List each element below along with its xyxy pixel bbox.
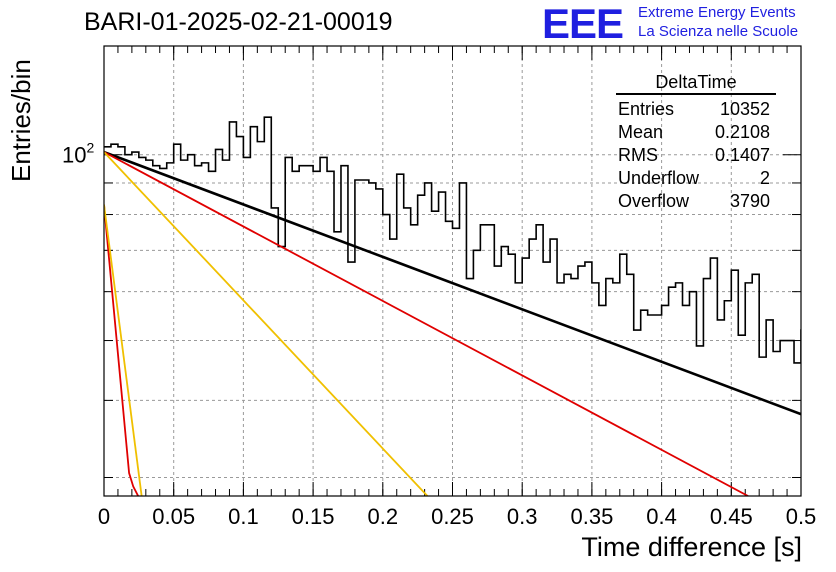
- brand-line-1: Extreme Energy Events: [638, 4, 796, 21]
- fit-curve: [104, 150, 801, 416]
- x-tick-label: 0.05: [152, 504, 195, 529]
- stats-row-overflow: Overflow 3790: [610, 190, 776, 213]
- stats-row-mean: Mean 0.2108: [610, 121, 776, 144]
- stats-row-underflow: Underflow 2: [610, 167, 776, 190]
- stats-value: 2: [759, 168, 770, 188]
- fit-curve: [104, 204, 143, 496]
- eee-logo: EEE: [542, 0, 624, 47]
- x-tick-label: 0.15: [292, 504, 335, 529]
- y-axis-label: Entries/bin: [6, 59, 36, 182]
- fit-curve: [104, 151, 429, 496]
- stats-value: 0.2108: [714, 122, 770, 142]
- fit-curve: [104, 151, 749, 496]
- x-tick-label: 0.2: [368, 504, 399, 529]
- brand-text: Extreme Energy Events La Scienza nelle S…: [638, 3, 798, 41]
- stats-value: 0.1407: [714, 145, 770, 165]
- x-axis-label: Time difference [s]: [581, 532, 802, 562]
- run-title: BARI-01-2025-02-21-00019: [84, 8, 393, 36]
- stats-value: 10352: [719, 99, 770, 119]
- stats-row-entries: Entries 10352: [610, 98, 776, 121]
- stats-label: RMS: [618, 145, 658, 165]
- x-tick-label: 0.35: [570, 504, 613, 529]
- fit-curve: [104, 204, 139, 496]
- stats-value: 3790: [729, 191, 770, 211]
- brand-line-2: La Scienza nelle Scuole: [638, 23, 799, 40]
- stats-box: DeltaTime Entries 10352 Mean 0.2108 RMS …: [610, 69, 776, 213]
- stats-title: DeltaTime: [616, 69, 776, 95]
- stats-row-rms: RMS 0.1407: [610, 144, 776, 167]
- x-tick-label: 0.25: [431, 504, 474, 529]
- stats-label: Mean: [618, 122, 664, 142]
- y-tick-label: 102: [62, 140, 94, 168]
- x-tick-label: 0.3: [507, 504, 538, 529]
- plot-frame: [103, 45, 802, 497]
- x-tick-label: 0.5: [786, 504, 817, 529]
- x-tick-label: 0: [98, 504, 110, 529]
- stats-label: Overflow: [618, 191, 690, 211]
- stats-label: Underflow: [618, 168, 700, 188]
- x-tick-label: 0.4: [646, 504, 677, 529]
- x-tick-label: 0.45: [710, 504, 753, 529]
- y-axis-label-container: Entries/bin: [2, 40, 42, 190]
- stats-label: Entries: [618, 99, 675, 119]
- histogram-outline: [104, 116, 801, 364]
- x-tick-label: 0.1: [228, 504, 259, 529]
